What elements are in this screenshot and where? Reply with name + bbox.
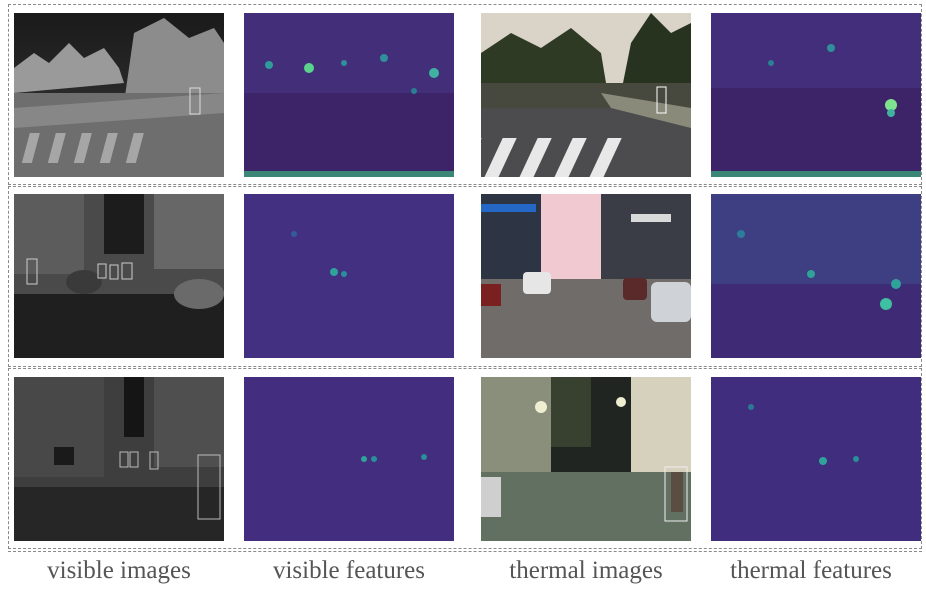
row1-visible-features (244, 13, 454, 177)
feature-heatmap-r2v (244, 194, 454, 358)
caption-thermal-features: thermal features (730, 557, 892, 584)
feature-heatmap-r3t (711, 377, 921, 541)
row3-thermal-features (711, 377, 921, 541)
caption-visible-images: visible images (47, 557, 191, 584)
caption-thermal-images: thermal images (509, 557, 663, 584)
row2-visible-features (244, 194, 454, 358)
feature-heatmap-r1v (244, 13, 454, 177)
row1-thermal-features (711, 13, 921, 177)
thermal-crosswalk-scene (14, 13, 224, 177)
figure-row-1-frame (8, 4, 922, 185)
color-night-street-scene (481, 377, 691, 541)
figure-row-3-frame (8, 368, 922, 549)
row3-thermal-image (481, 377, 691, 541)
thermal-night-street-scene (14, 377, 224, 541)
row2-thermal-image (481, 194, 691, 358)
feature-heatmap-r2t (711, 194, 921, 358)
row1-thermal-image (481, 13, 691, 177)
thermal-street-scene (14, 194, 224, 358)
feature-heatmap-r1t (711, 13, 921, 177)
feature-heatmap-r3v (244, 377, 454, 541)
color-crosswalk-scene (481, 13, 691, 177)
row2-visible-image (14, 194, 224, 358)
figure-bottom-rule (8, 551, 922, 552)
row1-visible-image (14, 13, 224, 177)
figure-row-2-frame (8, 186, 922, 367)
row2-thermal-features (711, 194, 921, 358)
row3-visible-features (244, 377, 454, 541)
caption-visible-features: visible features (272, 557, 426, 584)
color-city-street-scene (481, 194, 691, 358)
row3-visible-image (14, 377, 224, 541)
